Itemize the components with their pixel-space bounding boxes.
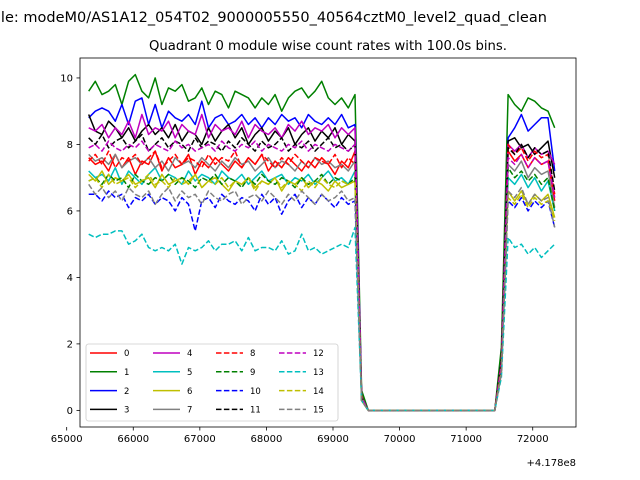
y-tick-label: 2 (67, 339, 73, 350)
legend-label-7: 7 (187, 406, 192, 416)
legend-label-13: 13 (313, 368, 324, 378)
chart-title: Quadrant 0 module wise count rates with … (149, 39, 507, 54)
axes-frame (79, 57, 577, 428)
legend-label-0: 0 (124, 349, 129, 359)
legend-label-9: 9 (250, 368, 255, 378)
series-line-14 (88, 173, 556, 412)
x-tick-label: 65000 (51, 434, 83, 445)
x-tick-label: 71000 (450, 434, 482, 445)
legend-label-1: 1 (124, 368, 129, 378)
y-tick-label: 6 (67, 207, 73, 218)
series-line-13 (88, 226, 556, 412)
legend-label-5: 5 (187, 368, 192, 378)
y-tick-label: 8 (67, 140, 73, 151)
series-line-15 (88, 183, 556, 412)
legend-frame (85, 343, 339, 422)
y-tick-label: 10 (60, 74, 73, 85)
x-tick-label: 69000 (317, 434, 349, 445)
y-tick-label: 0 (67, 406, 73, 417)
legend-label-11: 11 (250, 406, 261, 416)
legend-label-6: 6 (187, 387, 192, 397)
x-tick-label: 67000 (184, 434, 216, 445)
legend-label-3: 3 (124, 406, 129, 416)
legend-label-2: 2 (124, 387, 129, 397)
legend-label-14: 14 (313, 387, 324, 397)
x-tick-label: 72000 (517, 434, 549, 445)
plot-area: 65000 66000 67000 68000 69000 70000 71000 72000… (51, 57, 577, 445)
x-offset-label: +4.178e8 (526, 458, 576, 469)
figure-suptitle: n file: modeM0/AS1A12_054T02_9000005550_… (0, 10, 547, 26)
legend-label-10: 10 (250, 387, 261, 397)
y-tick-label: 4 (67, 273, 73, 284)
legend-label-4: 4 (187, 349, 192, 359)
legend-label-12: 12 (313, 349, 324, 359)
x-tick-label: 68000 (251, 434, 283, 445)
legend-label-15: 15 (313, 406, 324, 416)
x-tick-label: 66000 (117, 434, 149, 445)
x-tick-label: 70000 (384, 434, 416, 445)
legend-label-8: 8 (250, 349, 255, 359)
series-line-11 (88, 133, 556, 412)
